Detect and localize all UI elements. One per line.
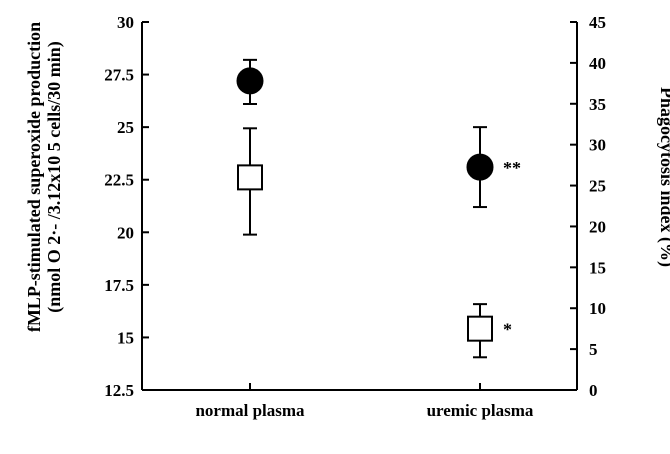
data-point-circle bbox=[466, 153, 494, 181]
data-point-square bbox=[237, 164, 263, 191]
left-tick-label: 30 bbox=[117, 13, 134, 32]
data-point-circle bbox=[236, 67, 264, 95]
right-tick-label: 45 bbox=[589, 13, 606, 32]
data-marks: *** bbox=[236, 58, 521, 359]
right-tick-label: 15 bbox=[589, 258, 606, 277]
left-axis-title-line2: (nmol O 2·- /3.12x10 5 cells/30 min) bbox=[44, 41, 65, 313]
right-tick-label: 25 bbox=[589, 177, 606, 196]
data-point-square bbox=[467, 315, 493, 342]
right-tick-label: 10 bbox=[589, 299, 606, 318]
left-tick-label: 25 bbox=[117, 118, 134, 137]
significance-label: ** bbox=[503, 158, 521, 178]
right-tick-label: 5 bbox=[589, 340, 598, 359]
category-labels: normal plasma uremic plasma bbox=[195, 383, 534, 420]
right-axis-title: Phagocytosis index (%) bbox=[656, 87, 670, 267]
plot-frame bbox=[141, 22, 578, 391]
right-axis-ticks: 0 5 10 15 20 25 30 35 40 45 bbox=[570, 13, 606, 400]
right-tick-label: 40 bbox=[589, 54, 606, 73]
left-axis-ticks: 12.5 15 17.5 20 22.5 25 27.5 30 bbox=[104, 13, 149, 400]
left-tick-label: 20 bbox=[117, 223, 134, 242]
right-tick-label: 30 bbox=[589, 136, 606, 155]
category-label: uremic plasma bbox=[427, 401, 534, 420]
right-tick-label: 20 bbox=[589, 217, 606, 236]
left-tick-label: 12.5 bbox=[104, 381, 134, 400]
left-axis-title-line1: fMLP-stimulated superoxide production bbox=[24, 22, 44, 332]
significance-label: * bbox=[503, 320, 512, 340]
left-tick-label: 15 bbox=[117, 328, 134, 347]
right-tick-label: 35 bbox=[589, 95, 606, 114]
category-label: normal plasma bbox=[195, 401, 305, 420]
left-tick-label: 17.5 bbox=[104, 276, 134, 295]
right-tick-label: 0 bbox=[589, 381, 598, 400]
left-tick-label: 27.5 bbox=[104, 66, 134, 85]
left-tick-label: 22.5 bbox=[104, 171, 134, 190]
